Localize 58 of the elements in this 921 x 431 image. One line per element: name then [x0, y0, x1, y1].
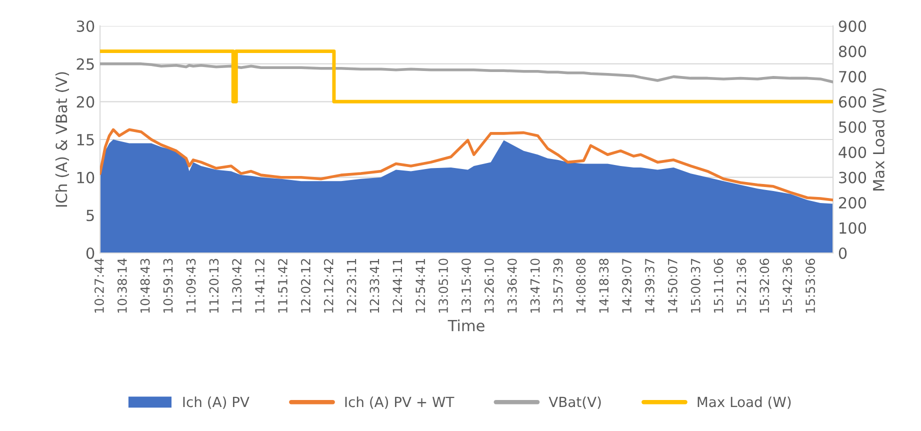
- x-tick-label: 12:33:41: [370, 259, 380, 313]
- x-tick-label: 13:36:40: [507, 258, 517, 313]
- x-tick-label: 15:11:06: [714, 258, 724, 313]
- x-tick-label: 14:29:07: [622, 258, 632, 313]
- x-tick-label: 14:18:38: [599, 258, 609, 313]
- x-tick-label: 12:44:11: [392, 259, 402, 313]
- x-tick-label: 15:42:36: [782, 258, 792, 313]
- legend-label: Ich (A) PV: [183, 396, 250, 409]
- y2-tick-label: 900: [838, 20, 866, 32]
- x-tick-label: 10:59:13: [163, 258, 173, 313]
- x-tick-label: 11:41:12: [255, 259, 264, 313]
- x-tick-label: 13:57:39: [553, 258, 563, 313]
- x-tick-label: 15:21:36: [736, 258, 746, 313]
- y2-tick-label: 500: [839, 121, 866, 133]
- y-tick-label: 15: [77, 134, 94, 146]
- x-tick-label: 10:27:44: [94, 258, 104, 313]
- x-tick-label: 10:48:43: [140, 258, 150, 313]
- x-tick-label: 15:32:06: [760, 258, 770, 313]
- y2-tick-label: 300: [839, 172, 866, 184]
- y-tick-label: 10: [77, 172, 94, 184]
- y2-tick-label: 800: [838, 46, 866, 58]
- y2-tick-label: 200: [839, 197, 866, 209]
- x-tick-label: 11:20:13: [209, 258, 219, 313]
- x-tick-label: 14:50:07: [668, 258, 678, 313]
- y-tick-label: 20: [76, 96, 94, 108]
- y-tick-label: 25: [76, 58, 94, 70]
- x-tick-label: 12:02:12: [300, 259, 310, 313]
- x-tick-label: 13:47:10: [530, 258, 540, 313]
- x-tick-label: 12:54:41: [416, 259, 426, 313]
- legend-label: Ich (A) PV + WT: [345, 396, 454, 409]
- line-series: [100, 62, 834, 84]
- y-axis-title: ICh (A) & VBat (V): [55, 72, 69, 207]
- x-tick-label: 13:15:40: [462, 258, 471, 313]
- x-tick-label: 14:39:37: [644, 258, 654, 313]
- y-tick-label: 0: [86, 247, 94, 260]
- x-tick-label: 12:12:42: [324, 259, 334, 313]
- x-tick-label: 11:09:43: [186, 258, 196, 313]
- x-tick-label: 13:05:10: [438, 258, 448, 313]
- legend-label: VBat(V): [548, 396, 601, 409]
- x-tick-label: 10:38:14: [117, 258, 127, 313]
- x-axis-title: Time: [448, 320, 484, 332]
- x-tick-label: 12:23:11: [346, 259, 356, 313]
- y2-tick-label: 700: [839, 70, 866, 82]
- y-tick-label: 30: [76, 20, 94, 32]
- y2-tick-label: 0: [838, 247, 847, 260]
- y2-tick-label: 600: [838, 96, 866, 108]
- x-tick-label: 11:51:42: [278, 259, 288, 313]
- x-tick-label: 13:26:10: [484, 258, 494, 313]
- y2-axis-title: Max Load (W): [872, 88, 886, 190]
- x-tick-label: 15:00:37: [690, 258, 700, 313]
- y-tick-label: 5: [86, 210, 94, 222]
- x-tick-label: 15:53:06: [806, 258, 816, 313]
- line-series: [100, 128, 834, 202]
- x-tick-label: 14:08:08: [576, 258, 586, 313]
- x-tick-label: 11:30:42: [232, 259, 242, 313]
- y2-tick-label: 100: [840, 222, 866, 234]
- legend-label: Max Load (W): [698, 396, 791, 409]
- y2-tick-label: 400: [838, 146, 866, 158]
